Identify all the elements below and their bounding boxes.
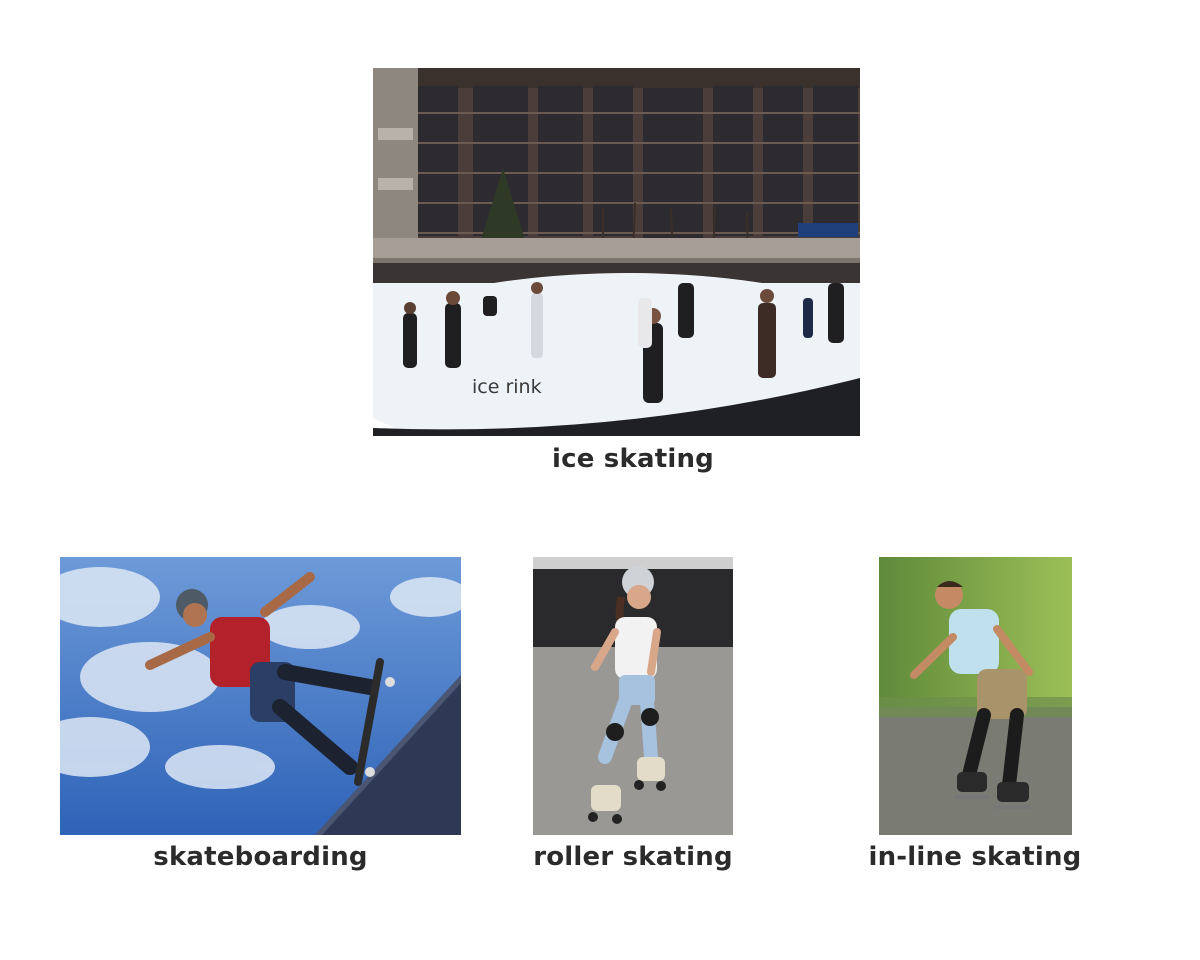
- skateboarding-caption: skateboarding: [153, 842, 368, 872]
- ice-skating-photo: [373, 68, 860, 436]
- inline-skating-caption: in-line skating: [868, 842, 1082, 872]
- roller-skating-illustration: [533, 557, 733, 835]
- skateboarding-illustration: [60, 557, 461, 835]
- roller-skating-caption: roller skating: [533, 842, 733, 872]
- ice-skating-caption: ice skating: [552, 444, 714, 474]
- roller-skating-photo: [533, 557, 733, 835]
- inline-skating-photo: [879, 557, 1072, 835]
- ice-rink-label: ice rink: [472, 376, 542, 398]
- inline-skating-illustration: [879, 557, 1072, 835]
- skateboarding-photo: [60, 557, 461, 835]
- ice-skating-illustration: [373, 68, 860, 436]
